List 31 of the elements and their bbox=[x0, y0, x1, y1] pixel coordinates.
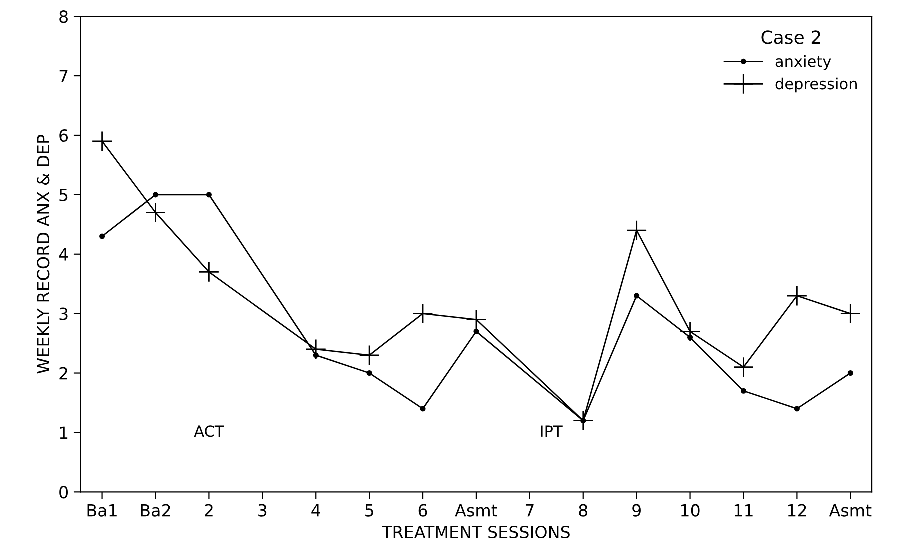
legend-title: Case 2 bbox=[762, 30, 820, 44]
x-tick-label: 8 bbox=[579, 504, 588, 517]
x-tick-label: 6 bbox=[418, 504, 428, 517]
y-axis-title: WEEKLY RECORD ANX & DEP bbox=[37, 135, 50, 374]
x-tick-label: Asmt bbox=[829, 504, 872, 517]
y-tick-label: 7 bbox=[60, 70, 68, 82]
legend-label: anxiety bbox=[776, 55, 832, 70]
x-tick-label: 2 bbox=[205, 504, 213, 517]
legend-label: depression bbox=[776, 78, 857, 93]
annotation: IPT bbox=[541, 426, 563, 437]
x-tick-label: Ba1 bbox=[88, 504, 117, 517]
y-tick-label: 0 bbox=[60, 486, 68, 499]
y-tick-label: 4 bbox=[59, 248, 68, 261]
y-tick-label: 2 bbox=[60, 367, 68, 380]
x-tick-label: 9 bbox=[632, 504, 641, 517]
x-tick-label: 7 bbox=[526, 504, 534, 517]
x-tick-label: 12 bbox=[788, 504, 806, 517]
x-tick-label: 10 bbox=[682, 504, 700, 517]
annotation: ACT bbox=[194, 426, 224, 438]
y-tick-label: 3 bbox=[60, 308, 68, 320]
x-tick-label: 11 bbox=[734, 504, 753, 517]
y-tick-label: 1 bbox=[60, 426, 68, 440]
y-tick-label: 5 bbox=[60, 189, 68, 202]
x-tick-label: Ba2 bbox=[141, 504, 170, 517]
x-tick-label: 4 bbox=[312, 504, 320, 517]
x-axis-title: TREATMENT SESSIONS bbox=[382, 526, 570, 539]
y-tick-label: 8 bbox=[60, 10, 68, 24]
x-tick-label: 5 bbox=[366, 504, 374, 517]
x-tick-label: Asmt bbox=[455, 504, 498, 517]
x-tick-label: 3 bbox=[258, 504, 267, 517]
y-tick-label: 6 bbox=[60, 129, 68, 142]
